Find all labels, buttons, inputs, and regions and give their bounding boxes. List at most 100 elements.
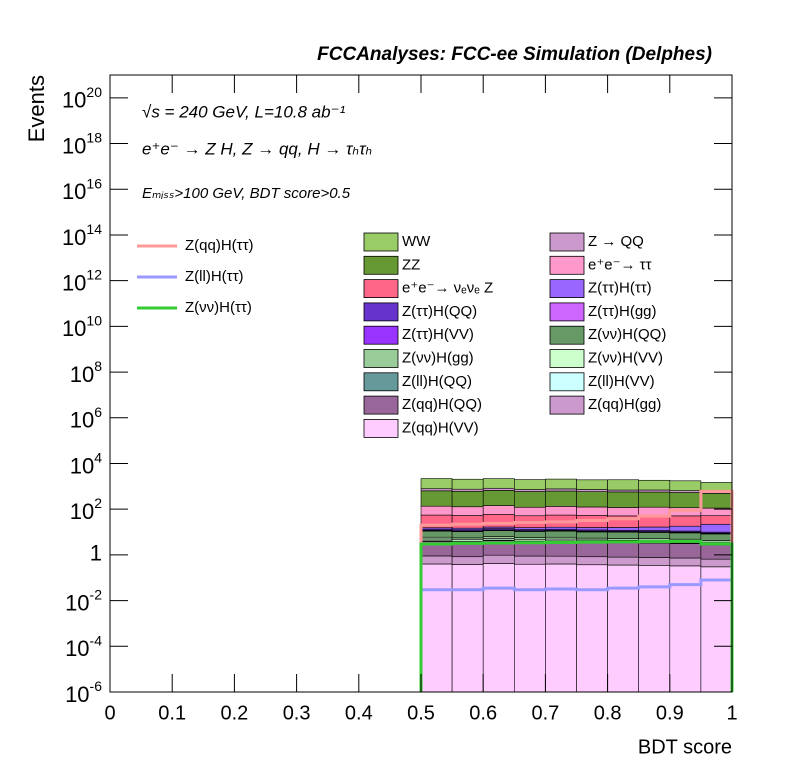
y-tick-label: 1016 (62, 175, 102, 204)
bar-segment (451, 564, 484, 693)
legend-label: Z(ττ)H(gg) (588, 303, 657, 320)
bar-segment (482, 478, 515, 489)
legend-label: Z(qq)H(ττ) (185, 237, 254, 254)
bar-segment (576, 491, 608, 508)
legend-label: e⁺e⁻→ νₑνₑ Z (402, 280, 493, 297)
bar-segment (420, 488, 453, 492)
bar-segment (576, 479, 608, 490)
bar-segment (513, 531, 546, 538)
bar-segment (576, 506, 608, 516)
bar-segment (669, 543, 702, 559)
x-tick-label: 0.5 (407, 702, 435, 724)
legend-label: Z(ττ)H(QQ) (402, 303, 477, 320)
x-tick-label: 0.9 (656, 702, 684, 724)
bar-segment (638, 506, 671, 516)
legend-label: Z(ττ)H(ττ) (588, 280, 652, 297)
bar-segment (669, 515, 702, 527)
bar-segment (545, 490, 577, 507)
bar-segment (669, 557, 702, 567)
bar-segment (420, 555, 453, 565)
x-tick-label: 0.7 (531, 702, 559, 724)
bar-segment (482, 563, 515, 693)
bar-segment (700, 515, 733, 525)
x-tick-label: 0 (104, 702, 115, 724)
legend-swatch (549, 372, 585, 392)
bar-segment (513, 491, 546, 508)
bar-segment (700, 493, 733, 509)
bar-segment (451, 478, 484, 490)
line-series (419, 489, 734, 692)
bar-segment (638, 565, 671, 693)
legend-swatch (363, 349, 399, 368)
legend-swatch (363, 395, 399, 415)
bar-segment (700, 558, 733, 568)
bar-segment (576, 489, 608, 492)
bar-segment (638, 491, 671, 508)
chart-title: FCCAnalyses: FCC-ee Simulation (Delphes) (317, 44, 712, 65)
legend-label: Z(ττ)H(VV) (402, 326, 474, 343)
bar-segment (451, 488, 484, 492)
bar-segment (669, 492, 702, 509)
legend-label: Z(ll)H(VV) (588, 373, 655, 390)
bar-segment (482, 505, 515, 515)
bar-segment (669, 532, 702, 540)
legend-swatch (549, 302, 585, 322)
legend-label: Z(qq)H(QQ) (402, 396, 482, 413)
legend-label: Z(νν)H(QQ) (588, 326, 666, 343)
bar-segment (545, 530, 577, 538)
bar-segment (545, 563, 577, 693)
bar-segment (451, 531, 484, 539)
bar-segment (482, 530, 515, 537)
legend-swatch (363, 372, 399, 392)
bar-segment (638, 526, 671, 531)
bar-segment (607, 542, 639, 558)
bar-segment (638, 542, 671, 558)
legend-swatch (549, 325, 585, 345)
bar-segment (607, 527, 639, 531)
bar-segment (545, 478, 577, 490)
bar-segment (513, 479, 546, 490)
line-series (419, 578, 734, 692)
x-tick-label: 0.6 (469, 702, 497, 724)
annotation: e⁺e⁻ → Z H, Z → qq, H → τₕτₕ (142, 139, 372, 158)
x-tick-label: 1 (726, 702, 737, 724)
bar-segment (420, 505, 453, 516)
bar-segment (482, 490, 515, 506)
bar-segment (545, 526, 577, 530)
legend-swatch (549, 349, 585, 368)
legend-swatch (363, 255, 399, 275)
legend-swatch (363, 302, 399, 322)
legend-swatch (549, 232, 585, 252)
legend-label: Z(ll)H(QQ) (402, 373, 472, 390)
annotation: √s = 240 GeV, L=10.8 ab⁻¹ (142, 102, 346, 121)
bar-segment (451, 506, 484, 516)
bar-segment (545, 506, 577, 516)
x-tick-label: 0.3 (283, 702, 311, 724)
bar-segment (700, 533, 733, 541)
line-series (419, 539, 734, 692)
bar-segment (420, 530, 453, 538)
x-axis-label: BDT score (638, 736, 732, 758)
legend-swatch (363, 325, 399, 345)
bar-segment (482, 554, 515, 564)
y-tick-label: 1 (90, 541, 102, 566)
bar-segment (638, 479, 671, 491)
legend-swatch (549, 395, 585, 415)
bar-segment (607, 479, 639, 491)
legend-swatch (549, 255, 585, 275)
bar-segment (482, 514, 515, 528)
bar-segment (638, 489, 671, 493)
legend-label: ZZ (402, 256, 420, 273)
annotation: Eₘᵢₛₛ>100 GeV, BDT score>0.5 (142, 185, 351, 202)
bar-segment (513, 563, 546, 693)
bar-segment (451, 556, 484, 565)
bar-segment (638, 557, 671, 566)
bar-segment (576, 556, 608, 566)
bar-segment (576, 542, 608, 558)
bar-segment (607, 531, 639, 539)
legend-label: Z → QQ (588, 233, 644, 250)
y-tick-label: 106 (70, 403, 102, 432)
legend-label: e⁺e⁻→ ττ (588, 256, 652, 273)
x-tick-label: 0.1 (158, 702, 186, 724)
